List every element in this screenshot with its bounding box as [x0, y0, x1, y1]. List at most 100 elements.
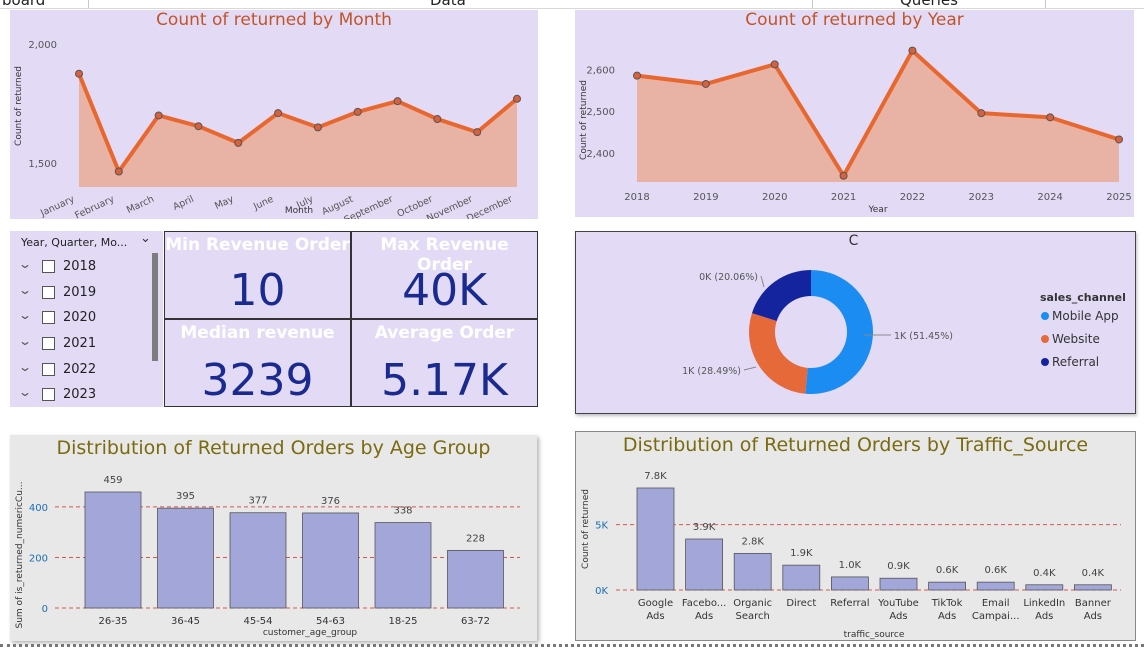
bar — [374, 522, 432, 609]
chevron-down-icon[interactable]: ⌄ — [17, 257, 33, 271]
bar — [976, 581, 1015, 591]
tab-dashboard[interactable]: board — [2, 0, 46, 9]
bar — [84, 491, 142, 609]
x-tick-label: Search — [736, 611, 770, 622]
tab-queries[interactable]: Queries — [900, 0, 958, 9]
bar — [830, 576, 869, 591]
slicer-item-2019[interactable]: ⌄ 2019 — [17, 283, 150, 303]
x-tick-label: Direct — [786, 598, 816, 609]
tab-data[interactable]: Data — [430, 0, 466, 9]
slicer-item-label: 2018 — [63, 259, 97, 274]
tab-divider — [88, 0, 89, 8]
year-chart-title: Count of returned by Year — [745, 10, 964, 30]
slicer-item-2022[interactable]: ⌄ 2022 — [17, 360, 150, 380]
x-tick-label: Email — [982, 598, 1010, 609]
bar — [685, 538, 723, 591]
slicer-scrollbar[interactable] — [152, 253, 158, 361]
data-point — [908, 46, 917, 55]
y-axis-title: Count of returned — [579, 80, 589, 160]
bar — [1073, 584, 1112, 591]
year-chart[interactable]: 2,600 2,500 2,400 2018 2019 2020 2021 2022 2023 2… — [575, 10, 1134, 217]
age-group-chart-panel[interactable]: Distribution of Returned Orders by Age G… — [10, 435, 537, 641]
slicer-item-2020[interactable]: ⌄ 2020 — [17, 308, 150, 328]
bar — [636, 487, 675, 591]
bar — [928, 581, 967, 591]
chevron-down-icon[interactable]: ⌄ — [17, 360, 33, 374]
x-tick-label: 2022 — [900, 192, 925, 203]
data-label: 3.9K — [693, 522, 716, 533]
data-point — [274, 109, 283, 118]
kpi-label: Median revenue — [180, 323, 335, 343]
legend-dot — [1041, 312, 1049, 320]
legend-item-mobile-app[interactable]: Mobile App — [1041, 309, 1119, 323]
legend-item-referral[interactable]: Referral — [1041, 355, 1099, 369]
checkbox[interactable] — [42, 311, 55, 324]
legend-label: Mobile App — [1052, 309, 1119, 323]
checkbox[interactable] — [42, 363, 55, 376]
x-tick-label: Facebo... — [682, 598, 726, 609]
x-tick-label: Referral — [830, 598, 869, 609]
x-tick-label: 2024 — [1037, 192, 1062, 203]
x-tick-label: 2018 — [624, 192, 649, 203]
month-chart-panel[interactable]: Count of returned by Month 2,000 1,500 Jan… — [10, 10, 538, 219]
data-label: 338 — [393, 506, 412, 517]
slicer-item-2021[interactable]: ⌄ 2021 — [17, 334, 150, 354]
checkbox[interactable] — [42, 337, 55, 350]
traffic-chart-title: Distribution of Returned Orders by Traff… — [622, 434, 1089, 456]
leader-line — [743, 366, 757, 371]
data-label: 376 — [321, 496, 340, 507]
x-axis-title: customer_age_group — [263, 628, 358, 638]
slicer-item-label: 2020 — [63, 310, 97, 325]
donut-slice — [805, 270, 873, 394]
legend-item-website[interactable]: Website — [1041, 332, 1100, 346]
sales-channel-donut[interactable]: 1K (51.45%) 1K (28.49%) 0K (20.06%) — [576, 232, 1135, 413]
slicer-header: Year, Quarter, Mo... — [21, 236, 128, 249]
data-point — [154, 111, 163, 120]
y-tick-label: 400 — [29, 503, 48, 514]
traffic-source-bar-chart[interactable]: 5K 0K 7.8K Google Ads 3.9K Facebo... Ads 2.8K Org… — [576, 432, 1137, 642]
checkbox[interactable] — [42, 388, 55, 401]
x-tick-label: Ads — [695, 611, 713, 622]
data-point — [473, 128, 482, 137]
x-tick-label: Ads — [1084, 611, 1102, 622]
bar — [879, 577, 918, 591]
sales-channel-donut-panel[interactable]: C 1K (51.45%) 1K (28.49%) 0K (20.06%) sale… — [575, 231, 1136, 414]
date-slicer[interactable]: Year, Quarter, Mo... ⌄ ⌄ 2018 ⌄ 2019 ⌄ 2020… — [10, 231, 163, 407]
chevron-down-icon[interactable]: ⌄ — [17, 334, 33, 348]
data-label: 2.8K — [741, 536, 764, 547]
x-tick-label: June — [251, 194, 275, 213]
x-tick-label: 2019 — [693, 192, 718, 203]
y-tick-label: 2,400 — [586, 149, 615, 160]
checkbox[interactable] — [42, 286, 55, 299]
bar — [733, 552, 772, 591]
donut-slice — [751, 270, 811, 322]
tab-divider — [1045, 0, 1046, 8]
chevron-down-icon[interactable]: ⌄ — [17, 385, 33, 399]
legend-label: Website — [1052, 332, 1100, 346]
bar — [1025, 584, 1064, 591]
x-tick-label: 36-45 — [171, 616, 200, 627]
slicer-item-label: 2021 — [63, 336, 97, 351]
x-tick-label: May — [213, 194, 236, 212]
data-label: 377 — [248, 496, 267, 507]
x-tick-label: TikTok — [931, 598, 963, 609]
chevron-down-icon[interactable]: ⌄ — [17, 283, 33, 297]
x-tick-label: 26-35 — [98, 616, 127, 627]
tab-divider — [812, 0, 813, 8]
slicer-item-2018[interactable]: ⌄ 2018 — [17, 257, 150, 277]
x-tick-label: 2023 — [969, 192, 994, 203]
y-tick-label: 2,600 — [586, 65, 615, 76]
chevron-down-icon[interactable]: ⌄ — [140, 231, 151, 246]
checkbox[interactable] — [42, 260, 55, 273]
slicer-item-label: 2022 — [63, 362, 97, 377]
data-point — [770, 60, 779, 69]
year-chart-panel[interactable]: Count of returned by Year 2,600 2,500 2,40… — [575, 10, 1134, 217]
slicer-item-2023[interactable]: ⌄ 2023 — [17, 385, 150, 405]
age-group-bar-chart[interactable]: 400 200 0 459 26-35 395 36-45 377 45-54 376 54-63 3… — [10, 435, 537, 641]
x-axis-title: Month — [285, 206, 313, 216]
data-label: 0.4K — [1082, 568, 1105, 579]
chevron-down-icon[interactable]: ⌄ — [17, 308, 33, 322]
y-tick-label: 1,500 — [28, 159, 57, 170]
traffic-source-chart-panel[interactable]: Distribution of Returned Orders by Traff… — [575, 431, 1136, 641]
